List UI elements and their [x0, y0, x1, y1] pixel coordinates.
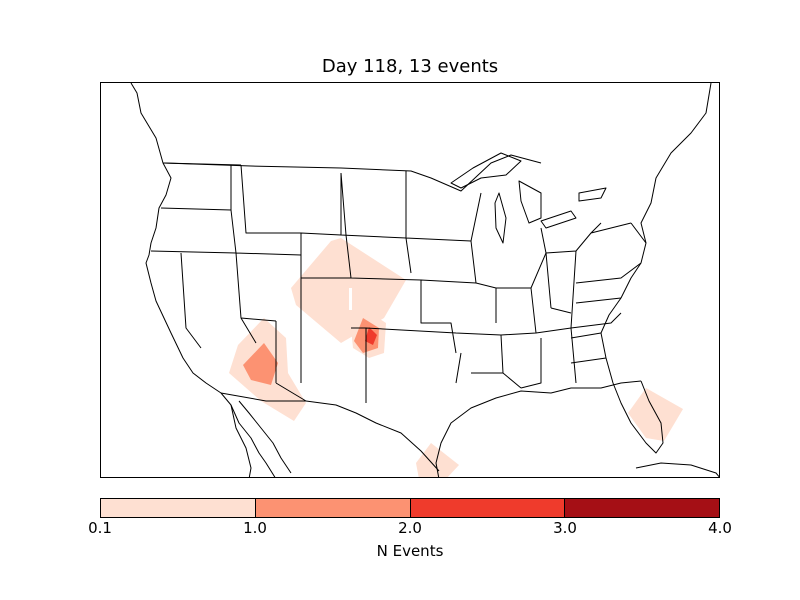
colorbar-bin-4	[564, 499, 719, 517]
colorbar	[100, 498, 720, 518]
map-svg	[130, 83, 719, 477]
us-mexico-border	[220, 392, 440, 472]
event-region-arizona-medium	[243, 343, 278, 385]
colorbar-bin-1	[101, 499, 255, 517]
baja-coastline	[230, 404, 252, 477]
lake-ontario	[578, 187, 607, 202]
colorbar-tick: 1.0	[243, 519, 267, 537]
colorbar-label: N Events	[376, 542, 444, 560]
colorbar-tick: 0.1	[88, 519, 112, 537]
lake-huron	[518, 180, 542, 224]
colorbar-bin-3	[409, 499, 565, 517]
lake-superior	[450, 152, 522, 189]
event-region-texas-light	[416, 443, 459, 477]
white-speck	[349, 288, 352, 310]
gulf-coastline	[435, 380, 642, 477]
cuba	[635, 462, 719, 477]
state-lines-central	[301, 171, 547, 403]
state-lines-west	[150, 162, 407, 402]
boundaries	[130, 83, 719, 477]
pacific-coastline	[130, 83, 276, 477]
lake-michigan	[494, 192, 507, 244]
colorbar-tick: 3.0	[553, 519, 577, 537]
event-region-florida-light	[628, 388, 683, 441]
colorbar-bin-2	[254, 499, 410, 517]
event-region-oklahoma-dark	[365, 327, 377, 345]
lake-erie	[540, 210, 577, 229]
gulf-of-california	[238, 400, 292, 474]
us-canada-border	[163, 154, 542, 192]
event-shading	[229, 238, 683, 477]
colorbar-tick: 2.0	[398, 519, 422, 537]
event-region-colorado-light	[291, 238, 406, 343]
colorbar-tick: 4.0	[708, 519, 732, 537]
state-lines-east	[520, 222, 647, 389]
map-panel	[100, 82, 720, 478]
atlantic-coastline	[600, 83, 712, 454]
figure-title: Day 118, 13 events	[321, 56, 499, 77]
